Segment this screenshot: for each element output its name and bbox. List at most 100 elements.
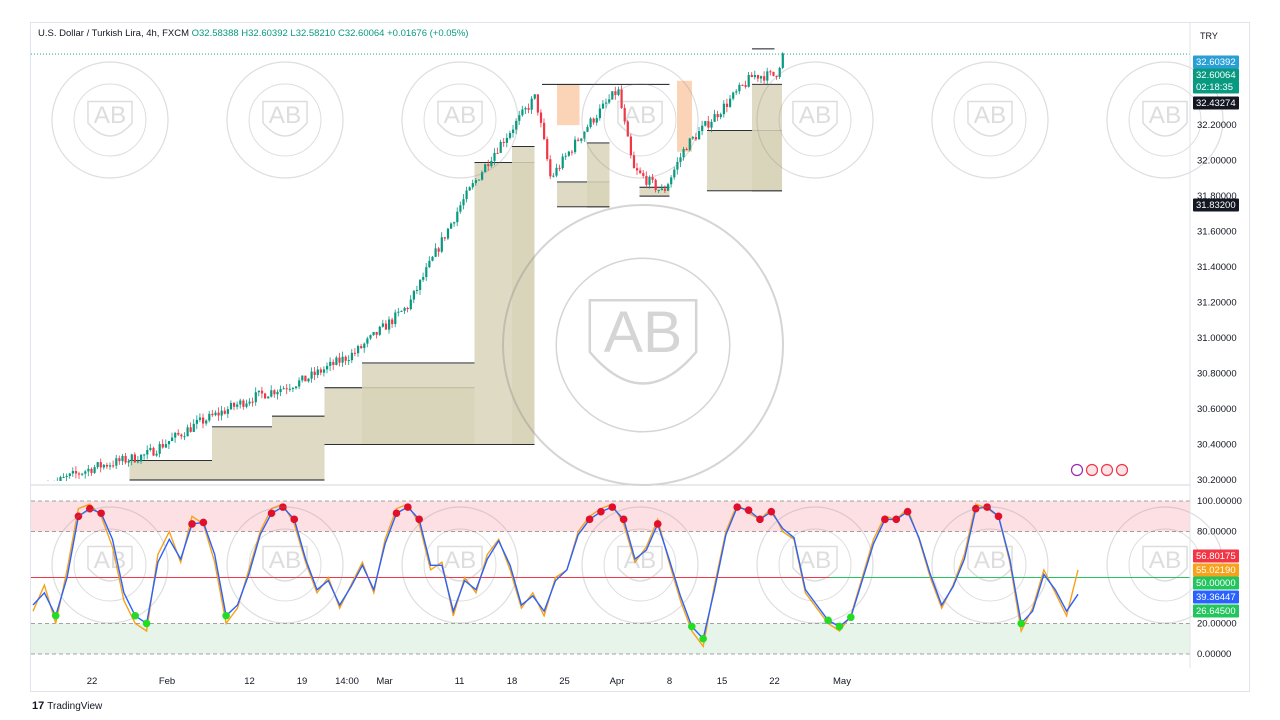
candle-body	[577, 139, 580, 141]
supply-zone	[557, 84, 580, 126]
price-tick-label: 30.60000	[1197, 404, 1237, 415]
osc-tick-label: 100.00000	[1197, 496, 1242, 507]
candle-body	[350, 352, 353, 361]
time-tick-label: 18	[507, 676, 518, 687]
candle-body	[688, 138, 691, 151]
time-tick-label: 12	[244, 676, 255, 687]
oscillator-fast-line	[32, 502, 1079, 649]
overbought-dot	[415, 515, 423, 524]
candle-body	[143, 454, 146, 456]
demand-zone	[512, 146, 535, 445]
demand-zone	[752, 84, 782, 191]
price-tick-label: 30.80000	[1197, 369, 1237, 380]
candle-body	[763, 76, 766, 81]
candle-body	[605, 102, 608, 104]
price-tick-label: 31.60000	[1197, 227, 1237, 238]
candle-body	[657, 189, 660, 191]
candle-body	[406, 307, 409, 310]
candle-body	[357, 346, 360, 354]
candle-body	[62, 476, 65, 478]
price-badge-bg	[1193, 198, 1239, 212]
candle-body	[341, 356, 344, 363]
candle-body	[648, 177, 651, 185]
candle-body	[394, 312, 397, 325]
candle-body	[301, 375, 304, 381]
candle-body	[109, 465, 112, 467]
candle-body	[307, 378, 310, 382]
candle-body	[59, 477, 62, 481]
osc-tick-label: 0.00000	[1197, 649, 1231, 660]
time-tick-label: 22	[87, 676, 98, 687]
overbought-dot	[733, 503, 742, 511]
supply-demand-zones	[31, 48, 1190, 481]
candle-body	[601, 103, 605, 109]
watermark-stamp: AB	[226, 506, 344, 624]
candle-body	[617, 89, 620, 95]
candle-body	[177, 432, 180, 435]
candle-body	[539, 112, 543, 123]
candle-body	[140, 454, 143, 462]
overbought-dot	[744, 506, 753, 514]
candle-body	[189, 427, 192, 432]
candle-body	[96, 462, 99, 468]
candle-body	[623, 107, 626, 122]
candle-body	[632, 155, 636, 169]
demand-zone	[587, 142, 610, 207]
overbought-dot	[608, 503, 617, 511]
candle-body	[772, 71, 775, 76]
candle-body	[316, 369, 319, 376]
candle-body	[56, 481, 58, 484]
candle-body	[552, 175, 555, 177]
candle-body	[257, 390, 260, 393]
candle-body	[208, 413, 211, 421]
overbought-dot	[881, 515, 889, 524]
candle-body	[462, 199, 465, 206]
supply-zone	[677, 80, 692, 152]
candle-body	[245, 403, 248, 407]
candle-body	[704, 121, 707, 126]
candle-body	[397, 311, 400, 313]
candle-body	[580, 138, 583, 141]
candle-body	[68, 473, 71, 477]
candle-body	[326, 365, 329, 370]
time-tick-label: 8	[667, 676, 672, 687]
candle-body	[493, 152, 496, 161]
time-tick-label: May	[833, 676, 851, 687]
osc-badge: 50.00000	[1196, 578, 1236, 589]
price-tick-label: 30.20000	[1197, 475, 1237, 486]
candle-body	[589, 118, 592, 128]
price-badge-bg	[1193, 55, 1239, 69]
candle-body	[84, 471, 87, 474]
candle-body	[220, 410, 223, 416]
watermark-stamp: AB	[502, 204, 784, 486]
ohlc-low: L32.58210	[290, 28, 336, 39]
overbought-dot	[74, 512, 83, 521]
candle-body	[360, 346, 363, 349]
osc-tick-label: 20.00000	[1197, 618, 1237, 629]
candle-body	[267, 396, 270, 399]
candle-body	[453, 222, 456, 224]
candle-body	[332, 361, 335, 365]
flag-icon	[1085, 463, 1099, 477]
candle-body	[654, 179, 657, 191]
candle-body	[378, 326, 381, 335]
candle-body	[431, 256, 434, 261]
price-badge: 32.43274	[1196, 98, 1236, 109]
demand-zone	[639, 187, 670, 197]
candle-body	[440, 237, 443, 252]
price-badge: 02:18:35	[1196, 82, 1233, 93]
candle-body	[546, 139, 549, 160]
demand-zone	[129, 460, 212, 480]
overbought-dot	[85, 504, 94, 513]
lightning-icon	[1070, 463, 1084, 477]
tradingview-logo[interactable]: 17 TradingView	[32, 700, 102, 712]
osc-badge-bg	[1193, 576, 1239, 590]
overbought-dot	[892, 515, 901, 524]
candle-body	[347, 360, 350, 362]
watermark-stamp: AB	[756, 506, 874, 624]
tradingview-logo-icon: 17	[32, 700, 45, 712]
overbought-dot	[279, 503, 287, 511]
candle-body	[595, 118, 598, 123]
candle-body	[391, 319, 394, 325]
